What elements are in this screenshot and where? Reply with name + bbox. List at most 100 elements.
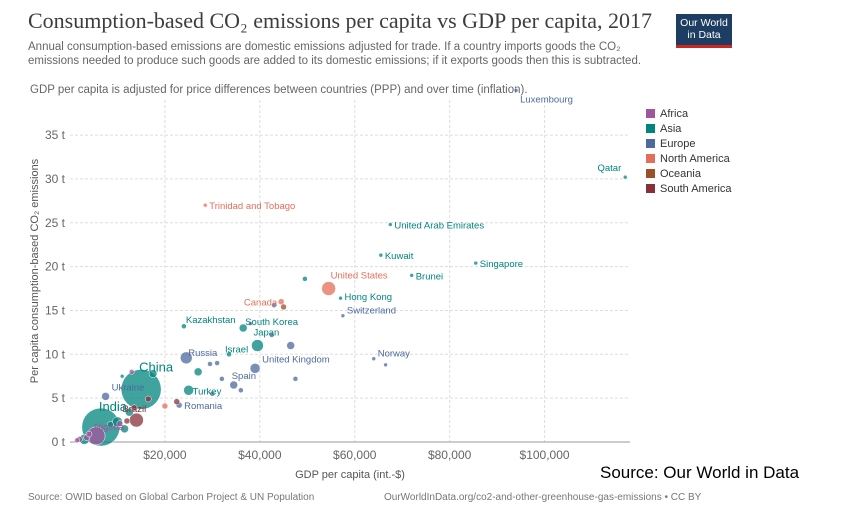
point-europe[interactable]	[268, 332, 275, 338]
point-label: United Arab Emirates	[394, 221, 484, 232]
point-trinidad-and-tobago[interactable]	[203, 202, 208, 208]
x-tick-label: $20,000	[143, 448, 187, 462]
point-europe[interactable]	[219, 376, 225, 382]
point-label: Singapore	[480, 259, 523, 270]
point-europe[interactable]	[238, 387, 244, 394]
point-asia[interactable]	[119, 373, 125, 379]
point-asia[interactable]	[193, 367, 203, 377]
point-africa[interactable]	[74, 437, 80, 443]
point-south-america[interactable]	[130, 404, 138, 412]
y-tick-label: 10 t	[45, 347, 66, 361]
footer-source: Source: OWID based on Global Carbon Proj…	[28, 492, 315, 503]
point-europe[interactable]	[383, 362, 388, 368]
legend-swatch	[646, 154, 655, 163]
point-europe[interactable]	[209, 391, 216, 397]
y-tick-label: 35 t	[45, 128, 66, 142]
legend-swatch	[646, 124, 655, 133]
point-label: Hong Kong	[345, 292, 393, 303]
point-united-arab-emirates[interactable]	[388, 222, 393, 227]
y-tick-label: 0 t	[52, 435, 66, 449]
point-europe[interactable]	[292, 376, 299, 382]
point-israel[interactable]	[226, 351, 232, 358]
point-canada[interactable]	[277, 298, 285, 305]
point-oceania[interactable]	[280, 303, 287, 311]
point-label: United Kingdom	[262, 354, 330, 365]
point-luxembourg[interactable]	[513, 88, 519, 93]
point-asia[interactable]	[120, 424, 129, 434]
point-label: Canada	[244, 298, 278, 309]
point-label: Ukraine	[112, 382, 145, 393]
point-label: Trinidad and Tobago	[209, 201, 295, 212]
point-europe[interactable]	[286, 341, 295, 350]
point-russia[interactable]	[180, 351, 193, 365]
point-south-america[interactable]	[173, 398, 181, 405]
point-europe[interactable]	[248, 321, 253, 326]
point-south-america[interactable]	[123, 417, 131, 425]
point-brunei[interactable]	[409, 273, 414, 278]
point-kazakhstan[interactable]	[181, 323, 187, 329]
y-tick-label: 20 t	[45, 260, 66, 274]
legend-item-europe[interactable]: Europe	[646, 136, 732, 151]
legend-item-africa[interactable]: Africa	[646, 106, 732, 121]
y-axis-label: Per capita consumption-based CO₂ emissio…	[29, 158, 41, 383]
legend-item-north-america[interactable]: North America	[646, 151, 732, 166]
point-spain[interactable]	[229, 380, 238, 390]
point-europe[interactable]	[214, 360, 220, 366]
point-switzerland[interactable]	[340, 313, 346, 318]
point-united-states[interactable]	[321, 281, 336, 296]
point-asia[interactable]	[302, 276, 308, 282]
y-tick-label: 5 t	[52, 391, 66, 405]
point-united-kingdom[interactable]	[249, 363, 261, 374]
point-asia[interactable]	[125, 407, 134, 417]
legend-item-asia[interactable]: Asia	[646, 121, 732, 136]
y-tick-label: 25 t	[45, 216, 66, 230]
point-asia[interactable]	[148, 369, 158, 378]
legend-label: Europe	[660, 137, 696, 150]
point-north-america[interactable]	[161, 402, 169, 410]
point-label: Brazil	[122, 404, 146, 415]
legend-item-oceania[interactable]: Oceania	[646, 166, 732, 181]
chart-subtitle-gdp-note: GDP per capita is adjusted for price dif…	[30, 84, 528, 96]
legend-label: Africa	[660, 107, 689, 120]
point-qatar[interactable]	[623, 174, 628, 180]
point-label: United States	[331, 271, 388, 282]
footer-url[interactable]: OurWorldInData.org/co2-and-other-greenho…	[384, 492, 702, 503]
point-africa[interactable]	[116, 420, 124, 427]
legend-label: Asia	[660, 122, 682, 135]
point-ukraine[interactable]	[101, 392, 110, 401]
point-europe[interactable]	[207, 361, 213, 367]
x-tick-label: $80,000	[428, 448, 472, 462]
x-axis-label: GDP per capita (int.-$)	[295, 469, 405, 481]
point-europe[interactable]	[271, 302, 277, 308]
owid-logo[interactable]: Our World in Data	[676, 14, 732, 48]
legend-item-south-america[interactable]: South America	[646, 181, 732, 196]
legend-swatch	[646, 139, 655, 148]
point-hong-kong[interactable]	[338, 295, 343, 301]
point-africa[interactable]	[128, 369, 135, 375]
point-asia[interactable]	[107, 421, 114, 428]
y-tick-label: 30 t	[45, 172, 66, 186]
chart-title: Consumption-based CO₂ emissions per capi…	[28, 8, 652, 33]
point-label: Kuwait	[385, 251, 414, 262]
point-label: Israel	[225, 344, 248, 355]
point-norway[interactable]	[371, 356, 376, 361]
source-caption: Source: Our World in Data	[600, 463, 800, 482]
point-label: Nigeria	[94, 422, 125, 433]
point-label: Switzerland	[347, 306, 396, 317]
chart-subtitle: Annual consumption-based emissions are d…	[28, 41, 642, 67]
point-south-america[interactable]	[145, 395, 152, 403]
point-turkey[interactable]	[183, 385, 194, 396]
point-label: Qatar	[597, 163, 621, 174]
point-label: China	[139, 359, 174, 374]
x-tick-label: $60,000	[333, 448, 377, 462]
point-kuwait[interactable]	[378, 252, 384, 258]
point-label: Turkey	[193, 386, 222, 397]
point-label: Romania	[184, 401, 223, 412]
point-south-korea[interactable]	[238, 323, 248, 333]
point-label: Norway	[378, 349, 410, 360]
point-japan[interactable]	[251, 339, 264, 352]
point-africa[interactable]	[85, 430, 93, 438]
point-label: Kazakhstan	[186, 315, 236, 326]
point-singapore[interactable]	[473, 260, 479, 266]
